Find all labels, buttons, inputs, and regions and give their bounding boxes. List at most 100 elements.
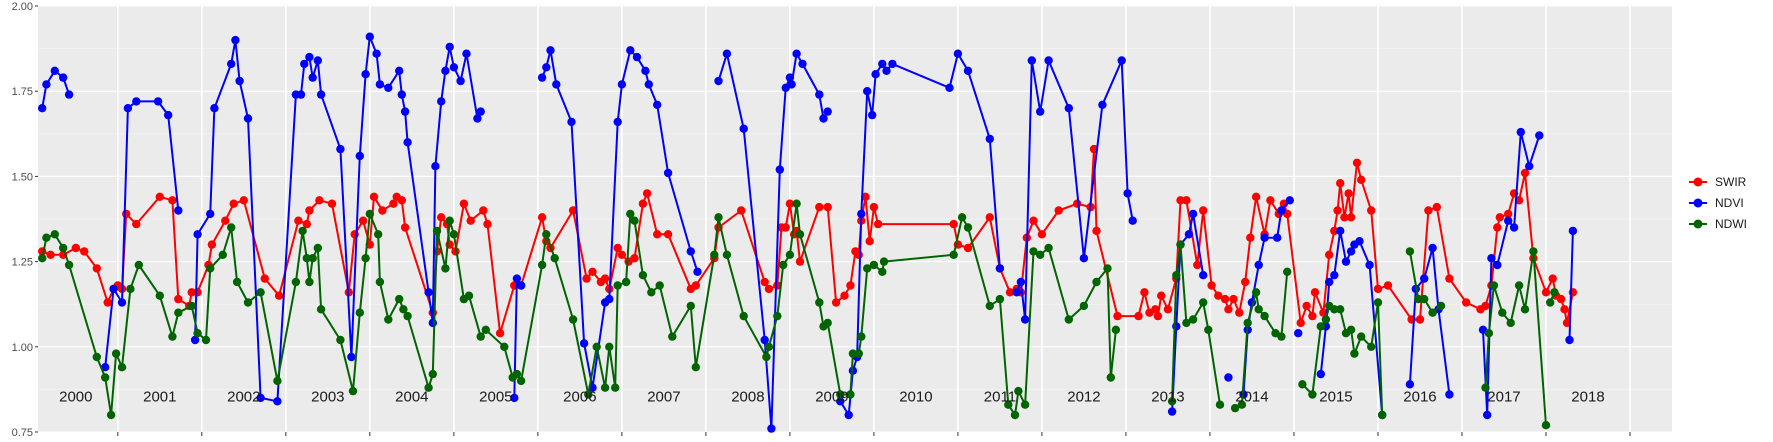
data-point-ndvi	[1565, 335, 1574, 345]
data-point-ndvi	[1294, 329, 1303, 338]
year-label: 2001	[143, 388, 176, 405]
data-point-swir	[294, 216, 303, 225]
data-point-ndwi	[1010, 410, 1020, 420]
data-point-ndwi	[1541, 421, 1551, 430]
data-point-ndvi	[512, 274, 522, 283]
data-point-ndvi	[1016, 277, 1026, 287]
data-point-ndvi	[174, 206, 183, 215]
data-point-swir	[1548, 274, 1557, 283]
data-point-swir	[600, 274, 610, 283]
data-point-ndvi	[449, 63, 459, 72]
data-point-ndwi	[92, 352, 102, 362]
data-point-ndvi	[1325, 277, 1334, 287]
data-point-swir	[302, 219, 311, 229]
data-point-ndvi	[101, 363, 110, 372]
data-point-ndvi	[375, 80, 385, 89]
data-point-ndwi	[500, 342, 509, 351]
legend-label: NDVI	[1715, 196, 1744, 210]
data-point-swir	[1037, 230, 1047, 239]
data-point-ndwi	[1529, 247, 1538, 256]
data-point-ndwi	[1260, 311, 1269, 321]
data-point-swir	[582, 274, 591, 283]
data-point-ndwi	[1414, 294, 1423, 304]
data-point-swir	[1333, 206, 1342, 215]
data-point-swir	[389, 199, 398, 208]
data-point-ndwi	[336, 335, 345, 345]
data-point-ndvi	[1188, 209, 1198, 219]
data-point-ndvi	[1123, 189, 1132, 198]
data-point-ndvi	[605, 294, 614, 304]
data-point-ndwi	[374, 230, 383, 239]
data-point-ndvi	[1036, 107, 1045, 116]
legend-label: NDWI	[1715, 217, 1747, 231]
data-point-ndwi	[655, 281, 664, 290]
data-point-swir	[1235, 308, 1244, 317]
data-point-swir	[437, 213, 446, 222]
data-point-ndwi	[50, 230, 59, 239]
data-point-swir	[1556, 294, 1566, 304]
data-point-ndwi	[101, 373, 110, 382]
data-point-swir	[1266, 196, 1275, 205]
data-point-swir	[1302, 301, 1311, 311]
data-point-swir	[466, 216, 475, 225]
data-point-ndvi	[132, 97, 141, 106]
data-point-swir	[378, 206, 387, 215]
data-point-swir	[1140, 288, 1149, 297]
data-point-swir	[1445, 274, 1454, 283]
data-point-swir	[985, 213, 994, 222]
data-point-ndvi	[878, 59, 887, 69]
data-point-ndwi	[1176, 240, 1185, 249]
data-point-swir	[1163, 305, 1173, 314]
data-point-ndwi	[316, 305, 326, 314]
series-line-ndvi	[1568, 230, 1574, 341]
data-point-ndwi	[869, 260, 879, 270]
data-point-ndvi	[190, 335, 200, 345]
data-point-swir	[1340, 213, 1349, 222]
data-point-ndwi	[550, 254, 559, 263]
data-point-swir	[630, 254, 639, 263]
data-point-swir	[1481, 301, 1490, 311]
data-point-swir	[1520, 168, 1530, 178]
data-point-ndwi	[823, 318, 832, 328]
data-point-ndvi	[372, 49, 381, 58]
year-label: 2011	[984, 388, 1016, 405]
data-point-ndvi	[686, 247, 695, 256]
year-label: 2012	[1067, 388, 1100, 405]
y-axis: 0.75 1.00 1.25 1.50 1.75 2.00	[12, 1, 38, 439]
data-point-swir	[1367, 206, 1376, 215]
data-point-ndwi	[1029, 247, 1038, 256]
series-line-ndvi	[194, 35, 482, 403]
data-point-ndwi	[1520, 305, 1530, 314]
data-point-ndvi	[473, 114, 482, 123]
data-point-ndvi	[963, 66, 973, 76]
data-point-swir	[653, 230, 662, 239]
data-point-ndwi	[1357, 332, 1366, 341]
data-point-ndwi	[846, 390, 855, 399]
data-point-swir	[239, 196, 248, 205]
data-point-ndvi	[1316, 369, 1326, 379]
data-point-ndwi	[1308, 390, 1317, 399]
data-point-swir	[691, 281, 700, 290]
data-point-swir	[315, 196, 324, 205]
series-line-ndvi	[839, 52, 1001, 416]
data-point-swir	[1296, 318, 1305, 328]
data-point-ndwi	[626, 209, 635, 219]
data-point-swir	[737, 206, 746, 215]
data-point-swir	[358, 216, 368, 225]
data-point-swir	[103, 298, 112, 307]
data-point-swir	[1493, 223, 1502, 232]
year-label: 2002	[227, 388, 260, 405]
data-point-swir	[1214, 291, 1223, 300]
data-point-ndvi	[785, 73, 795, 82]
data-point-ndvi	[823, 107, 832, 116]
data-point-ndvi	[397, 90, 406, 99]
data-point-ndwi	[365, 209, 374, 219]
data-point-ndvi	[462, 49, 471, 58]
data-point-ndwi	[126, 284, 135, 294]
data-point-ndwi	[1367, 342, 1376, 351]
data-point-ndwi	[218, 250, 227, 259]
data-point-ndwi	[1428, 308, 1437, 317]
data-point-ndwi	[863, 264, 872, 273]
data-point-swir	[781, 223, 790, 232]
